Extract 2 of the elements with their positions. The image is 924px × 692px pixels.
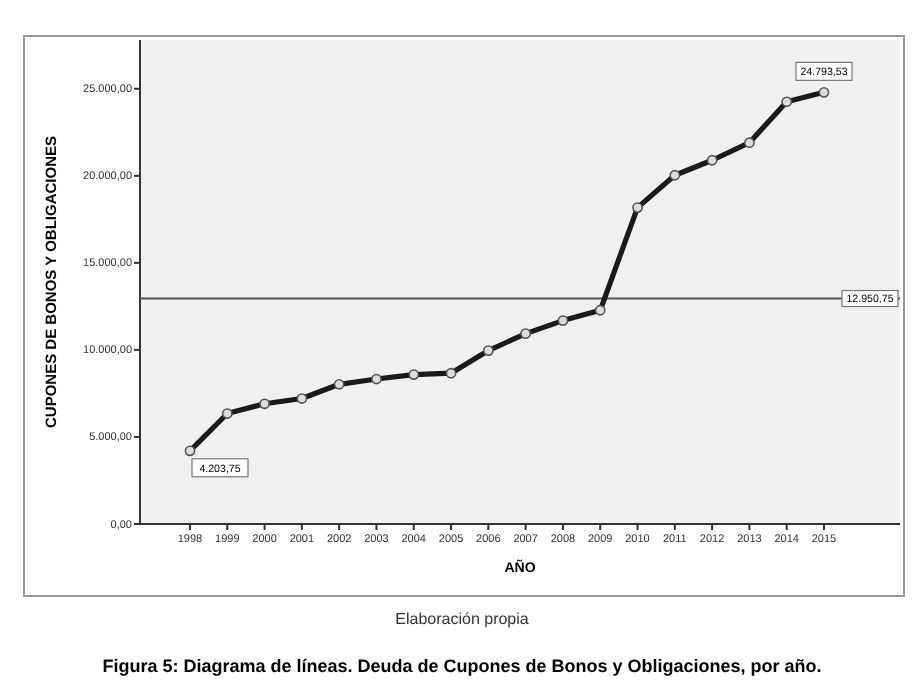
text: Figura 5: Diagrama de líneas. Deuda de Cupones de Bonos y Obligaciones, por año. (102, 656, 822, 676)
text: Elaboración propia (395, 610, 530, 628)
